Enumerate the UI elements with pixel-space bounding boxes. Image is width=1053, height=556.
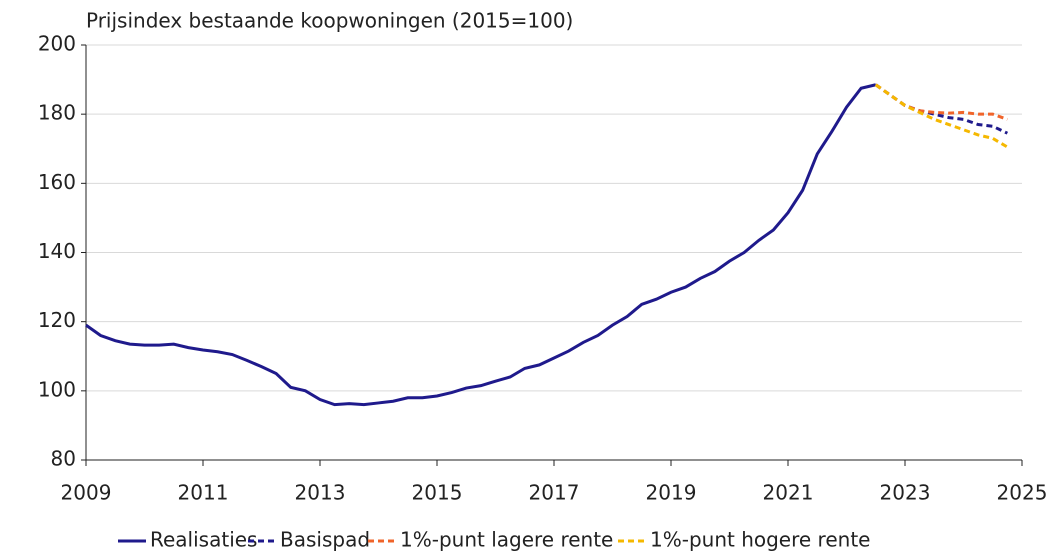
y-tick-label: 180 bbox=[38, 101, 76, 125]
y-tick-label: 120 bbox=[38, 308, 76, 332]
legend-label: Basispad bbox=[280, 528, 370, 552]
y-tick-label: 160 bbox=[38, 170, 76, 194]
y-tick-label: 100 bbox=[38, 377, 76, 401]
y-tick-label: 140 bbox=[38, 239, 76, 263]
x-tick-label: 2013 bbox=[295, 481, 346, 505]
series-line bbox=[874, 83, 1008, 121]
x-tick-label: 2025 bbox=[997, 481, 1048, 505]
legend-label: 1%-punt lagere rente bbox=[400, 528, 613, 552]
y-tick-label: 80 bbox=[51, 447, 76, 471]
y-tick-label: 200 bbox=[38, 32, 76, 56]
series-line bbox=[85, 83, 877, 407]
x-tick-label: 2023 bbox=[880, 481, 931, 505]
x-tick-label: 2017 bbox=[529, 481, 580, 505]
legend-label: 1%-punt hogere rente bbox=[650, 528, 870, 552]
legend-label: Realisaties bbox=[150, 528, 257, 552]
x-tick-label: 2015 bbox=[412, 481, 463, 505]
x-tick-label: 2011 bbox=[178, 481, 229, 505]
x-tick-label: 2021 bbox=[763, 481, 814, 505]
series-line bbox=[874, 83, 1009, 135]
chart-title: Prijsindex bestaande koopwoningen (2015=… bbox=[86, 9, 573, 33]
x-tick-label: 2019 bbox=[646, 481, 697, 505]
x-tick-label: 2009 bbox=[61, 481, 112, 505]
series-line bbox=[874, 83, 1009, 149]
